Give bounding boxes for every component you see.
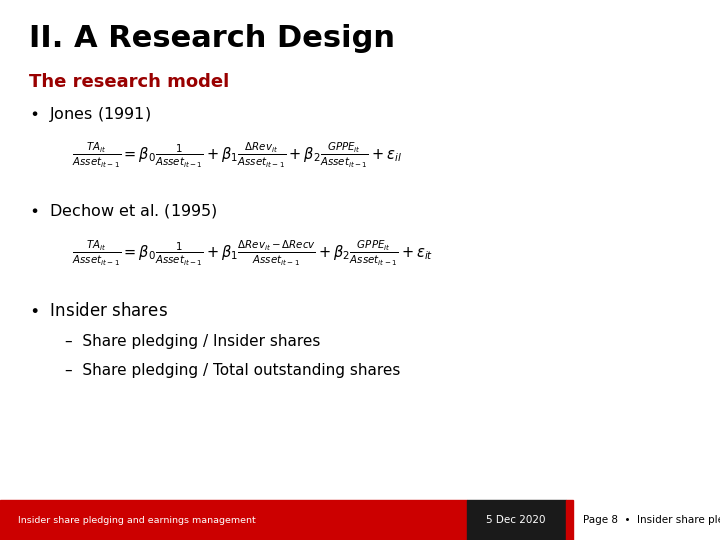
Text: $\bullet$  Insider shares: $\bullet$ Insider shares [29, 302, 168, 320]
Text: Page 8  •  Insider share pledging: Page 8 • Insider share pledging [583, 515, 720, 525]
Bar [467, 500, 566, 540]
Text: Insider share pledging and earnings management: Insider share pledging and earnings mana… [18, 516, 256, 524]
Bar [566, 500, 573, 540]
Bar [0, 500, 467, 540]
Text: The research model: The research model [29, 73, 229, 91]
Text: $\frac{TA_{it}}{Asset_{it-1}} = \beta_0 \frac{1}{Asset_{it-1}} + \beta_1 \frac{\: $\frac{TA_{it}}{Asset_{it-1}} = \beta_0 … [72, 239, 433, 268]
Text: –  Share pledging / Insider shares: – Share pledging / Insider shares [65, 334, 320, 349]
Text: $\frac{TA_{it}}{Asset_{it-1}} = \beta_0 \frac{1}{Asset_{it-1}} + \beta_1 \frac{\: $\frac{TA_{it}}{Asset_{it-1}} = \beta_0 … [72, 140, 402, 170]
Text: $\bullet$  Dechow et al. (1995): $\bullet$ Dechow et al. (1995) [29, 202, 217, 220]
Text: $\bullet$  Jones (1991): $\bullet$ Jones (1991) [29, 105, 150, 124]
Text: –  Share pledging / Total outstanding shares: – Share pledging / Total outstanding sha… [65, 363, 400, 378]
Text: II. A Research Design: II. A Research Design [29, 24, 395, 53]
Text: 5 Dec 2020: 5 Dec 2020 [487, 515, 546, 525]
